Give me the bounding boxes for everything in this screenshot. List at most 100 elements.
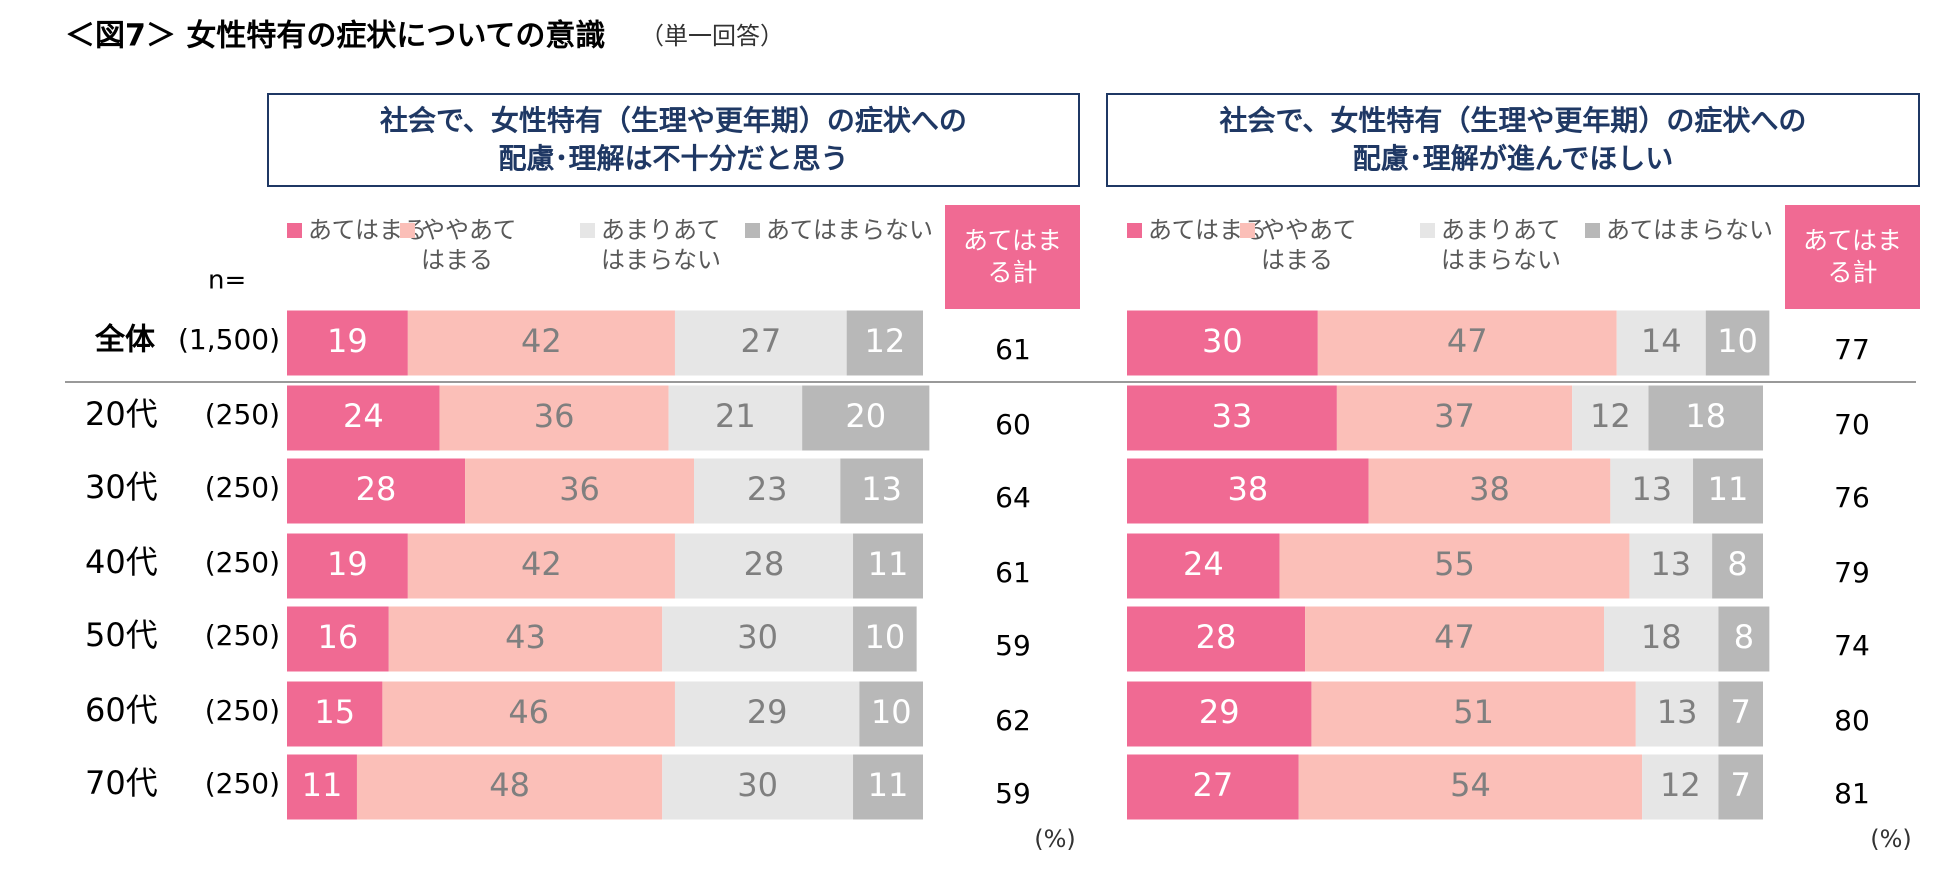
value-label: 46 (508, 693, 549, 731)
bar-segment (439, 385, 669, 451)
n-label: (250) (205, 471, 280, 504)
bar-segment (407, 310, 675, 376)
bar-segment (1368, 458, 1611, 524)
value-label: 11 (1708, 470, 1749, 508)
category-label: 20代 (85, 395, 158, 433)
value-label: 12 (1590, 397, 1631, 435)
total-value: 59 (995, 777, 1031, 810)
legend-item: あまりあてはまらない (1420, 215, 1568, 275)
value-label: 43 (505, 618, 546, 656)
bar-segment (853, 533, 923, 599)
bar-segment (853, 606, 917, 672)
bar-segment (1629, 533, 1713, 599)
bar-segment (846, 310, 923, 376)
legend-label: ややあてはまる (1261, 216, 1357, 274)
total-header: あてはまる計 (1785, 205, 1920, 309)
category-label: 70代 (85, 764, 158, 802)
total-value: 59 (995, 629, 1031, 662)
bar-segment (1305, 606, 1604, 672)
figure-title: ＜図7＞ 女性特有の症状についての意識 (65, 19, 605, 54)
bar-segment (1718, 681, 1763, 747)
total-value: 60 (995, 408, 1031, 441)
bar-segment (1336, 385, 1573, 451)
value-label: 18 (1685, 397, 1726, 435)
panel-title-line: 社会で、女性特有（生理や更年期）の症状への (1219, 104, 1807, 137)
legend-label: あてはまらない (1606, 216, 1774, 244)
n-label: (250) (205, 398, 280, 431)
total-value: 62 (995, 704, 1031, 737)
value-label: 38 (1227, 470, 1268, 508)
value-label: 18 (1641, 618, 1682, 656)
value-label: 13 (1657, 693, 1698, 731)
bar-segment (407, 533, 675, 599)
bar-segment (1317, 310, 1617, 376)
bar-segment (1127, 606, 1306, 672)
value-label: 13 (1631, 470, 1672, 508)
bar-segment (1642, 754, 1719, 820)
bar-segment (662, 754, 854, 820)
bar-segment (1616, 310, 1706, 376)
legend-swatch (1420, 223, 1435, 238)
value-label: 27 (1193, 766, 1234, 804)
bar-segment (662, 606, 854, 672)
n-label: (1,500) (178, 323, 280, 356)
value-label: 11 (868, 766, 909, 804)
n-label: (250) (205, 546, 280, 579)
n-header: n= (208, 266, 246, 296)
total-value: 64 (995, 481, 1031, 514)
value-label: 14 (1641, 322, 1682, 360)
bar-segment (287, 310, 408, 376)
value-label: 37 (1434, 397, 1475, 435)
value-label: 23 (747, 470, 788, 508)
bar-segment (1718, 606, 1770, 672)
legend-item: あてはまらない (1585, 215, 1798, 245)
total-value: 70 (1834, 408, 1870, 441)
bar-segment (382, 681, 675, 747)
value-label: 29 (1199, 693, 1240, 731)
category-label: 40代 (85, 543, 158, 581)
value-label: 8 (1727, 545, 1747, 583)
value-label: 7 (1731, 766, 1751, 804)
n-label: (250) (205, 619, 280, 652)
panel-title: 社会で、女性特有（生理や更年期）の症状への 配慮･理解が進んでほしい (1106, 93, 1920, 187)
bar-segment (1610, 458, 1694, 524)
value-label: 38 (1469, 470, 1510, 508)
bar-segment (1311, 681, 1636, 747)
bar-segment (1604, 606, 1719, 672)
panel-title-line: 配慮･理解が進んでほしい (1352, 142, 1674, 175)
value-label: 27 (740, 322, 781, 360)
category-label: 50代 (85, 616, 158, 654)
bar-segment (1648, 385, 1763, 451)
total-value: 61 (995, 333, 1031, 366)
value-label: 30 (737, 618, 778, 656)
legend-swatch (1127, 223, 1142, 238)
value-label: 11 (302, 766, 343, 804)
value-label: 10 (864, 618, 905, 656)
value-label: 42 (521, 322, 562, 360)
legend-item: ややあてはまる (1240, 215, 1364, 275)
category-label: 全体 (94, 323, 156, 358)
category-label: 60代 (85, 691, 158, 729)
value-label: 16 (318, 618, 359, 656)
value-label: 42 (521, 545, 562, 583)
value-label: 8 (1734, 618, 1754, 656)
legend-item: あまりあてはまらない (580, 215, 728, 275)
value-label: 28 (744, 545, 785, 583)
bar-segment (1298, 754, 1643, 820)
legend-swatch (1585, 223, 1600, 238)
figure-note: （単一回答） (640, 22, 784, 50)
bar-segment (694, 458, 841, 524)
total-value: 76 (1834, 481, 1870, 514)
legend-item: あてはまらない (745, 215, 958, 245)
legend-item: あてはまる (287, 215, 476, 245)
legend-swatch (287, 223, 302, 238)
total-value: 79 (1834, 556, 1870, 589)
value-label: 15 (314, 693, 355, 731)
value-label: 10 (1717, 322, 1758, 360)
bar-segment (287, 754, 357, 820)
legend-swatch (580, 223, 595, 238)
bar-segment (287, 385, 440, 451)
category-label: 30代 (85, 468, 158, 506)
panel-title: 社会で、女性特有（生理や更年期）の症状への 配慮･理解は不十分だと思う (267, 93, 1080, 187)
